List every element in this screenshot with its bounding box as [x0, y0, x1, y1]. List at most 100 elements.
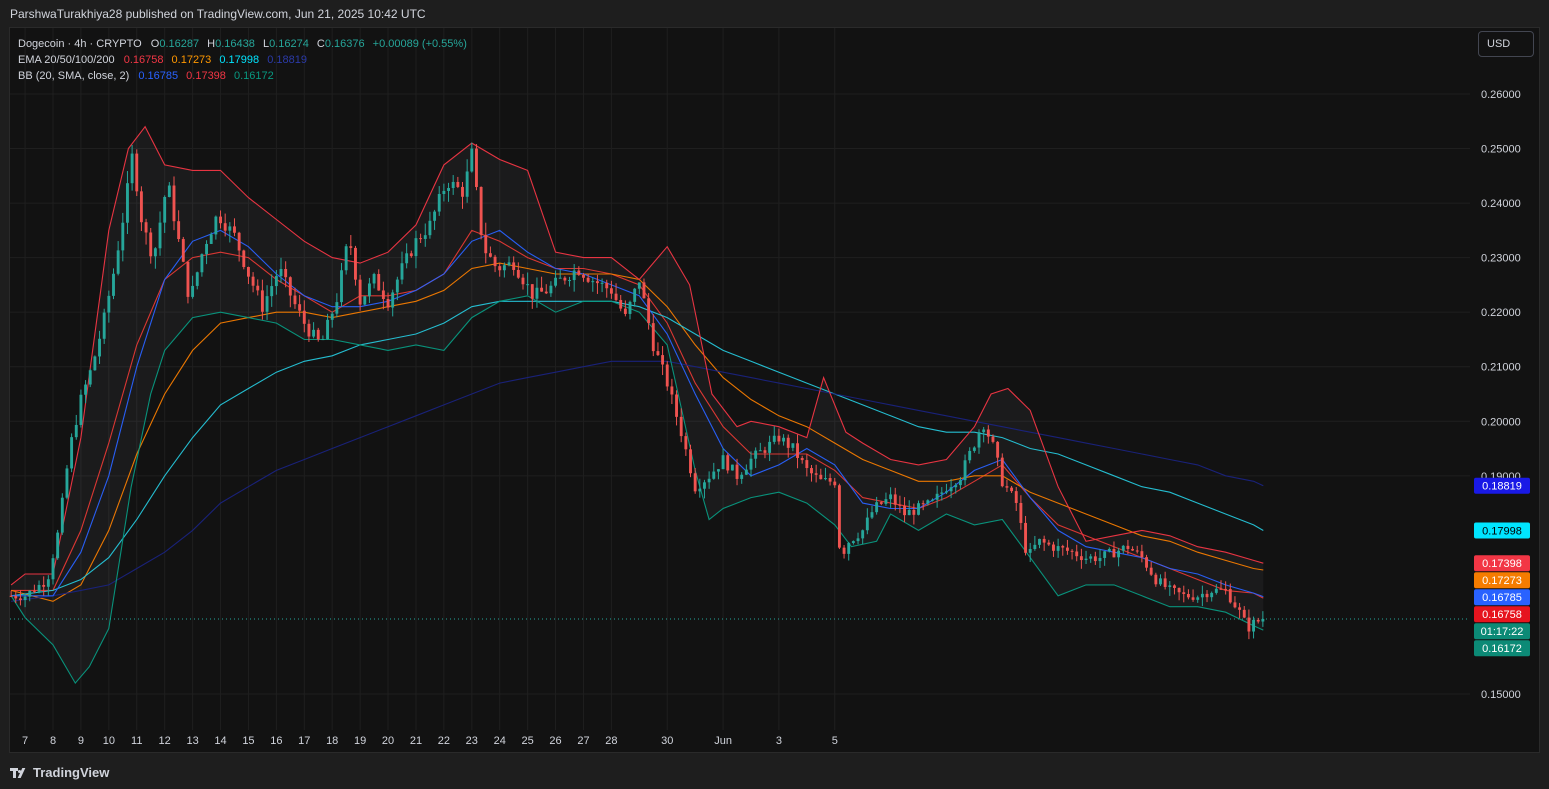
candle — [493, 254, 497, 273]
candle-body — [121, 222, 125, 251]
candle — [139, 186, 143, 231]
candle-body — [591, 281, 595, 283]
candle — [842, 545, 846, 559]
candle — [591, 277, 595, 292]
candle-body — [1019, 502, 1023, 523]
candle — [926, 499, 930, 506]
candle-body — [879, 502, 883, 504]
x-tick-label: Jun — [714, 735, 732, 747]
legend-ema-label[interactable]: EMA 20/50/100/200 — [18, 54, 115, 66]
candle-body — [167, 185, 171, 197]
x-tick-label: 7 — [22, 735, 28, 747]
candle-body — [721, 455, 725, 470]
candle-body — [893, 494, 897, 505]
y-tick-label: 0.26000 — [1481, 89, 1521, 101]
chart-panel[interactable] — [9, 27, 1540, 753]
x-tick-label: 11 — [131, 735, 142, 747]
candle-body — [689, 449, 692, 474]
candle — [1131, 546, 1135, 551]
candle-body — [586, 277, 590, 282]
currency-button[interactable]: USD — [1478, 31, 1534, 57]
candle — [358, 274, 362, 311]
candle — [437, 186, 441, 216]
tradingview-logo-icon — [10, 767, 28, 779]
candle — [1107, 547, 1111, 553]
candle — [126, 171, 129, 234]
candle-body — [84, 384, 88, 395]
legend-symbol[interactable]: Dogecoin · 4h · CRYPTO — [18, 38, 142, 50]
x-tick-label: 16 — [270, 735, 282, 747]
candle — [833, 477, 837, 488]
candle — [758, 442, 762, 452]
candle-body — [926, 500, 930, 504]
candle-body — [716, 469, 720, 472]
candle-body — [219, 216, 222, 224]
candle — [274, 269, 278, 295]
candle — [381, 281, 385, 310]
candle — [135, 149, 139, 197]
candle-body — [330, 313, 334, 320]
candle-body — [619, 299, 623, 309]
candle-body — [851, 541, 855, 543]
candle — [172, 176, 176, 231]
x-tick-label: 30 — [661, 735, 673, 747]
candle-body — [954, 485, 958, 488]
candle-body — [461, 186, 464, 197]
candle — [633, 287, 637, 307]
candle-body — [395, 279, 399, 293]
candle-body — [144, 222, 148, 233]
legend-low-key: L — [262, 38, 270, 50]
candle-body — [475, 148, 478, 188]
candle-body — [1159, 578, 1162, 585]
candle-body — [996, 441, 1000, 458]
x-tick-label: 10 — [103, 735, 115, 747]
candle-body — [684, 436, 688, 450]
candle — [279, 257, 283, 283]
candle — [1163, 571, 1167, 590]
candle — [102, 308, 106, 344]
candle-body — [372, 274, 376, 284]
candle — [423, 223, 427, 247]
candle — [419, 233, 423, 244]
candle-body — [828, 478, 832, 482]
candle-body — [14, 595, 18, 599]
candle-body — [135, 153, 139, 192]
candle — [1079, 548, 1083, 569]
candle — [116, 241, 120, 276]
candle-body — [1024, 522, 1027, 553]
tradingview-logo[interactable]: TradingView — [10, 765, 109, 780]
x-tick-label: 17 — [298, 735, 310, 747]
candle-body — [195, 272, 199, 286]
candle-body — [698, 488, 702, 492]
candle-body — [870, 512, 874, 518]
footer: TradingView — [0, 756, 1549, 789]
candle — [1159, 574, 1162, 586]
candle-body — [1005, 486, 1009, 488]
candle — [1173, 584, 1176, 595]
legend-bb-label[interactable]: BB (20, SMA, close, 2) — [18, 70, 130, 82]
publish-header: ParshwaTurakhiya28 published on TradingV… — [0, 0, 1549, 28]
candle-body — [279, 268, 283, 277]
candle-body — [233, 226, 236, 233]
candle — [931, 498, 934, 502]
candle — [684, 432, 688, 456]
candle — [79, 389, 83, 428]
candle-body — [512, 262, 516, 270]
candle — [363, 295, 367, 306]
candle-body — [391, 292, 395, 308]
candle — [326, 313, 329, 340]
candle-body — [544, 291, 548, 294]
candle-body — [51, 558, 55, 580]
candle-body — [107, 295, 111, 313]
candle — [205, 240, 209, 265]
candle — [907, 500, 911, 516]
candle-body — [940, 492, 944, 494]
candle-body — [293, 295, 297, 305]
candle-body — [1252, 619, 1256, 632]
candle — [316, 327, 320, 342]
candle — [637, 282, 641, 295]
candle — [656, 342, 660, 357]
candle — [330, 311, 334, 328]
candle-body — [1186, 594, 1190, 598]
